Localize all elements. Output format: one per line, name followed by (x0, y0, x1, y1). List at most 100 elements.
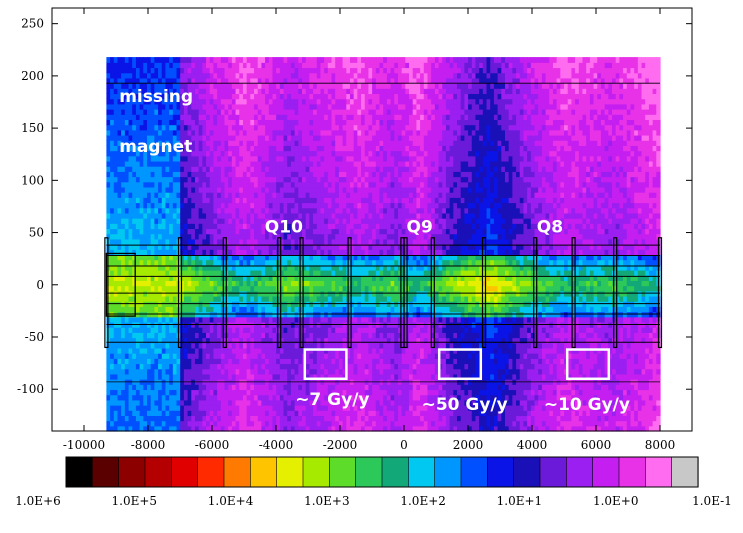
heatmap-cell (327, 399, 333, 406)
heatmap-cell (224, 114, 229, 120)
heatmap-cell (231, 389, 237, 396)
heatmap-cell (217, 218, 222, 224)
heatmap-cell (294, 218, 299, 224)
heatmap-cell (180, 171, 185, 178)
heatmap-cell (290, 171, 296, 178)
heatmap-cell (191, 259, 196, 266)
heatmap-cell (154, 425, 159, 432)
heatmap-cell (117, 202, 122, 209)
heatmap-cell (117, 166, 122, 172)
heatmap-cell (313, 207, 318, 214)
heatmap-cell (220, 129, 226, 136)
heatmap-cell (287, 280, 292, 287)
heatmap-cell (117, 72, 122, 79)
heatmap-cell (135, 306, 141, 313)
heatmap-cell (169, 166, 174, 172)
heatmap-cell (242, 332, 248, 339)
heatmap-cell (272, 140, 277, 146)
heatmap-cell (161, 233, 167, 240)
heatmap-cell (327, 280, 333, 287)
heatmap-cell (198, 192, 203, 198)
heatmap-cell (357, 332, 362, 339)
heatmap-cell (331, 57, 336, 63)
heatmap-cell (242, 420, 248, 427)
heatmap-cell (338, 368, 344, 375)
heatmap-cell (242, 98, 248, 105)
heatmap-cell (342, 306, 347, 313)
heatmap-cell (349, 389, 355, 396)
heatmap-cell (158, 145, 163, 152)
heatmap-cell (172, 420, 178, 427)
heatmap-cell (113, 166, 119, 172)
heatmap-cell (117, 316, 122, 323)
heatmap-cell (147, 197, 152, 204)
heatmap-cell (154, 363, 159, 370)
heatmap-cell (158, 270, 163, 276)
heatmap-cell (305, 150, 310, 157)
heatmap-cell (290, 316, 296, 323)
heatmap-cell (124, 238, 130, 245)
heatmap-cell (187, 88, 192, 95)
heatmap-cell (324, 363, 329, 370)
heatmap-cell (106, 259, 111, 266)
heatmap-cell (302, 244, 307, 250)
heatmap-cell (335, 150, 340, 157)
heatmap-cell (169, 353, 174, 359)
heatmap-cell (202, 212, 207, 219)
heatmap-cell (242, 166, 248, 172)
heatmap-cell (261, 332, 266, 339)
heatmap-cell (121, 197, 126, 204)
heatmap-cell (261, 342, 266, 349)
heatmap-cell (150, 285, 155, 292)
heatmap-cell (313, 249, 318, 256)
heatmap-cell (228, 347, 233, 354)
heatmap-cell (283, 327, 288, 333)
heatmap-cell (224, 347, 229, 354)
heatmap-cell (302, 67, 307, 74)
heatmap-cell (147, 347, 152, 354)
heatmap-cell (294, 72, 299, 79)
heatmap-cell (242, 249, 248, 256)
heatmap-cell (290, 202, 296, 209)
heatmap-cell (242, 342, 248, 349)
heatmap-cell (250, 223, 255, 230)
heatmap-cell (198, 181, 203, 188)
heatmap-cell (143, 342, 148, 349)
heatmap-cell (265, 93, 270, 100)
heatmap-cell (338, 420, 344, 427)
heatmap-cell (242, 306, 248, 313)
heatmap-cell (250, 415, 255, 422)
heatmap-cell (206, 67, 211, 74)
heatmap-cell (158, 280, 163, 287)
heatmap-cell (139, 223, 144, 230)
heatmap-cell (283, 353, 288, 359)
heatmap-cell (132, 358, 137, 365)
heatmap-cell (224, 373, 229, 380)
heatmap-cell (272, 389, 277, 396)
heatmap-cell (349, 405, 355, 411)
heatmap-cell (316, 275, 322, 281)
heatmap-cell (176, 150, 181, 157)
heatmap-cell (265, 197, 270, 204)
heatmap-cell (106, 150, 111, 157)
heatmap-cell (202, 244, 207, 250)
heatmap-cell (165, 67, 170, 74)
heatmap-cell (327, 166, 333, 172)
heatmap-cell (202, 347, 207, 354)
heatmap-cell (209, 238, 215, 245)
heatmap-cell (224, 98, 229, 105)
heatmap-cell (239, 171, 244, 178)
heatmap-cell (228, 150, 233, 157)
heatmap-cell (342, 57, 347, 63)
heatmap-cell (331, 295, 336, 302)
heatmap-cell (121, 124, 126, 131)
heatmap-cell (272, 150, 277, 157)
heatmap-cell (231, 275, 237, 281)
heatmap-cell (224, 57, 229, 63)
heatmap-cell (213, 275, 218, 281)
heatmap-cell (154, 353, 159, 359)
heatmap-cell (235, 114, 240, 120)
heatmap-cell (250, 332, 255, 339)
heatmap-cell (261, 93, 266, 100)
heatmap-cell (283, 332, 288, 339)
